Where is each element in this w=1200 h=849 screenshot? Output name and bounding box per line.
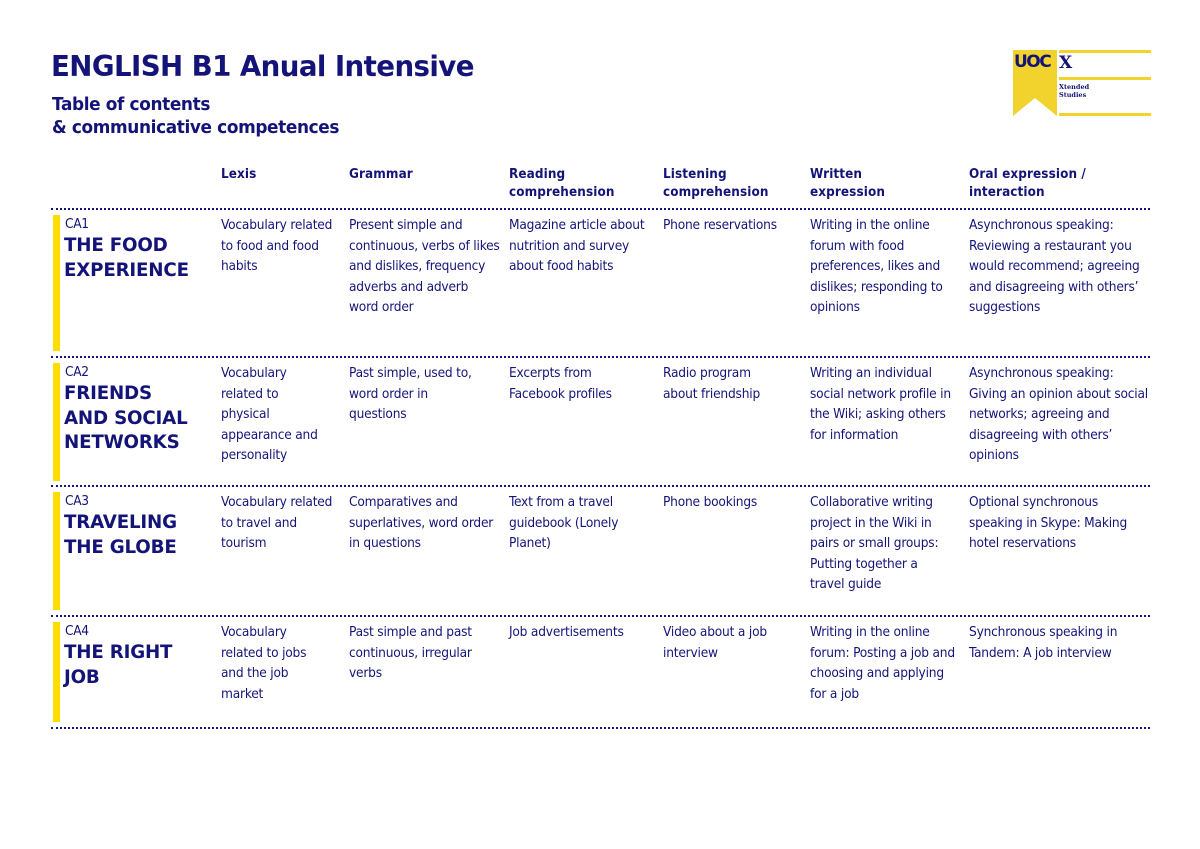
cell-oral: Asynchronous speaking: Giving an opinion…: [969, 365, 1148, 463]
table-row: CA1 THE FOOD EXPERIENCE Vocabulary relat…: [51, 209, 1150, 356]
logo-rule-middle: [1059, 77, 1151, 80]
cell-written: Collaborative writing project in the Wik…: [810, 494, 939, 592]
cell-written: Writing an individual social network pro…: [810, 365, 951, 443]
cell-grammar: Past simple and past continuous, irregul…: [349, 624, 472, 681]
cell-lexis: Vocabulary related to travel and tourism: [221, 494, 333, 551]
column-header-oral: Oral expression / interaction: [969, 167, 1086, 200]
cell-oral: Asynchronous speaking: Reviewing a resta…: [969, 217, 1140, 315]
unit-code: CA2: [65, 364, 89, 380]
row-divider: [51, 485, 1150, 487]
unit-accent-bar: [53, 215, 60, 351]
row-divider: [51, 208, 1150, 210]
unit-accent-bar: [53, 622, 60, 722]
row-divider: [51, 727, 1150, 729]
logo-tagline-2: Studies: [1059, 91, 1087, 99]
cell-reading: Job advertisements: [509, 624, 624, 640]
cell-lexis: Vocabulary related to food and food habi…: [221, 217, 333, 274]
table-row: CA4 THE RIGHT JOB Vocabulary related to …: [51, 616, 1150, 727]
unit-code: CA1: [65, 216, 89, 232]
logo-tagline: Xtended Studies: [1059, 83, 1089, 99]
unit-title: FRIENDS AND SOCIAL NETWORKS: [64, 382, 188, 453]
cell-reading: Magazine article about nutrition and sur…: [509, 217, 645, 274]
subtitle-line-2: & communicative competences: [52, 117, 340, 138]
cell-written: Writing in the online forum with food pr…: [810, 217, 943, 315]
column-header-grammar: Grammar: [349, 167, 413, 182]
cell-listening: Phone bookings: [663, 494, 758, 510]
unit-title: THE RIGHT JOB: [64, 641, 173, 688]
cell-grammar: Comparatives and superlatives, word orde…: [349, 494, 494, 551]
column-header-reading: Reading comprehension: [509, 167, 615, 200]
row-divider: [51, 615, 1150, 617]
page-subtitle: Table of contents & communicative compet…: [52, 93, 339, 139]
row-divider: [51, 356, 1150, 358]
column-header-listening: Listening comprehension: [663, 167, 769, 200]
cell-grammar: Present simple and continuous, verbs of …: [349, 217, 500, 315]
cell-reading: Text from a travel guidebook (Lonely Pla…: [509, 494, 619, 551]
cell-oral: Optional synchronous speaking in Skype: …: [969, 494, 1128, 551]
unit-title: TRAVELING THE GLOBE: [64, 511, 177, 558]
table-row: CA2 FRIENDS AND SOCIAL NETWORKS Vocabula…: [51, 357, 1150, 485]
cell-oral: Synchronous speaking in Tandem: A job in…: [969, 624, 1118, 661]
unit-accent-bar: [53, 363, 60, 481]
logo-tagline-1: Xtended: [1059, 83, 1090, 91]
unit-code: CA3: [65, 493, 89, 509]
cell-lexis: Vocabulary related to physical appearanc…: [221, 365, 318, 463]
cell-reading: Excerpts from Facebook profiles: [509, 365, 612, 402]
unit-accent-bar: [53, 492, 60, 610]
column-header-lexis: Lexis: [221, 167, 257, 182]
logo-mark: UOC: [1014, 52, 1052, 72]
cell-listening: Video about a job interview: [663, 624, 767, 661]
unit-code: CA4: [65, 623, 89, 639]
logo-rule-bottom: [1059, 113, 1151, 116]
table-header: Lexis Grammar Reading comprehension Liste…: [51, 166, 1150, 210]
cell-written: Writing in the online forum: Posting a j…: [810, 624, 955, 702]
uoc-xtended-studies-logo: UOC X Xtended Studies: [1013, 50, 1153, 116]
bookmark-ribbon-icon: [1013, 50, 1057, 116]
cell-listening: Radio program about friendship: [663, 365, 761, 402]
cell-listening: Phone reservations: [663, 217, 777, 233]
subtitle-line-1: Table of contents: [52, 94, 211, 115]
cell-lexis: Vocabulary related to jobs and the job m…: [221, 624, 307, 702]
cell-grammar: Past simple, used to, word order in ques…: [349, 365, 472, 422]
column-header-written: Written expression: [810, 167, 886, 200]
page-title: ENGLISH B1 Anual Intensive: [51, 50, 475, 83]
table-row: CA3 TRAVELING THE GLOBE Vocabulary relat…: [51, 486, 1150, 615]
logo-rule-top: [1059, 50, 1151, 53]
unit-title: THE FOOD EXPERIENCE: [64, 234, 189, 281]
logo-x: X: [1059, 53, 1073, 73]
